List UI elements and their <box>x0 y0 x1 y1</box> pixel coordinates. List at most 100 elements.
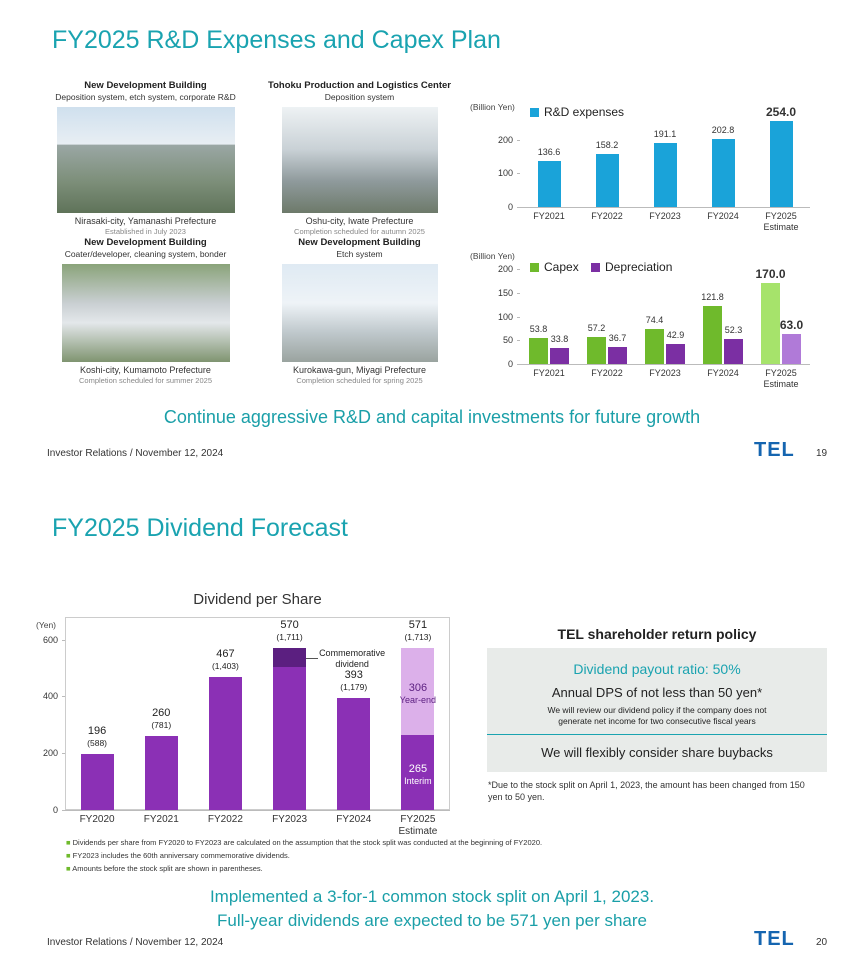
x-tick-label: FY2020 <box>79 814 115 825</box>
building: New Development Building Etch system Kur… <box>252 237 467 386</box>
y-tick-label: 0 <box>507 359 513 369</box>
bar <box>550 347 569 364</box>
y-tick-label: 600 <box>42 634 58 645</box>
segment-label: 265 <box>408 763 428 776</box>
tick-mark <box>62 696 65 698</box>
pre-split-label: (1,711) <box>276 632 303 643</box>
value-label: 33.8 <box>550 333 569 344</box>
bar <box>711 138 735 207</box>
total-label: 260 <box>152 707 171 720</box>
x-tick-label: FY2025 Estimate <box>398 814 438 837</box>
axis-unit: (Billion Yen) <box>470 251 515 261</box>
building-note: Completion scheduled for spring 2025 <box>296 376 423 385</box>
tick-mark <box>517 340 520 342</box>
x-tick-label: FY2022 <box>591 368 623 378</box>
x-tick-label: FY2024 <box>336 814 372 825</box>
bar <box>724 339 743 364</box>
building-subheading: Coater/developer, cleaning system, bonde… <box>64 249 227 259</box>
page-number: 19 <box>816 448 828 459</box>
legend-label: Depreciation <box>605 260 673 274</box>
pre-split-label: (1,179) <box>340 682 368 693</box>
building-note: Established in July 2023 <box>105 227 186 236</box>
tick-mark <box>517 364 520 365</box>
y-tick-label: 100 <box>497 168 513 179</box>
total-label: 467 <box>216 648 235 661</box>
building-heading: New Development Building <box>84 80 207 91</box>
policy-box: Dividend payout ratio: 50% Annual DPS of… <box>487 648 827 772</box>
page-number: 20 <box>816 937 828 948</box>
building-note: Completion scheduled for summer 2025 <box>79 376 212 385</box>
tick-mark <box>62 810 65 811</box>
axis-unit: (Billion Yen) <box>470 102 515 112</box>
bar <box>703 306 722 364</box>
value-label: 254.0 <box>765 105 797 120</box>
bar <box>653 142 677 207</box>
value-label: 74.4 <box>645 314 664 325</box>
plot-frame <box>65 617 450 810</box>
callout-line <box>306 657 319 659</box>
x-tick-label: FY2022 <box>207 814 243 825</box>
bar <box>537 161 561 207</box>
building: New Development Building Coater/develope… <box>38 237 253 386</box>
conclusion-line: Implemented a 3-for-1 common stock split… <box>209 887 655 906</box>
total-label: 393 <box>344 669 363 682</box>
value-label: 36.7 <box>608 332 627 343</box>
value-label: 121.8 <box>701 292 724 303</box>
value-label: 191.1 <box>653 128 677 139</box>
building-heading: Tohoku Production and Logistics Center <box>268 80 451 91</box>
pre-split-label: (1,713) <box>404 631 432 642</box>
bar-segment <box>273 648 307 668</box>
baseline <box>520 364 810 365</box>
value-label: 52.3 <box>724 325 743 336</box>
conclusion-line: Full-year dividends are expected to be 5… <box>217 911 647 930</box>
building: New Development Building Deposition syst… <box>38 80 253 237</box>
building-location: Kurokawa-gun, Miyagi Prefecture <box>292 365 427 375</box>
x-tick-label: FY2023 <box>649 211 681 221</box>
building-heading: New Development Building <box>298 237 421 248</box>
building: Tohoku Production and Logistics Center D… <box>252 80 467 237</box>
segment-label: 306 <box>408 682 428 695</box>
bar-segment <box>337 698 371 810</box>
bar <box>595 153 619 207</box>
tick-mark <box>517 269 520 270</box>
x-tick-label: FY2023 <box>649 368 681 378</box>
tick-mark <box>517 292 520 294</box>
legend-swatch <box>591 263 600 272</box>
y-tick-label: 0 <box>507 202 513 212</box>
x-tick-label: FY2021 <box>533 368 565 378</box>
value-label: 158.2 <box>595 139 619 150</box>
logo: TEL <box>754 928 795 950</box>
bar <box>769 121 793 207</box>
slide-title: FY2025 R&D Expenses and Capex Plan <box>52 26 501 54</box>
conclusion: Implemented a 3-for-1 common stock split… <box>0 885 864 933</box>
bar <box>645 328 664 364</box>
bar-segment <box>80 754 114 810</box>
baseline <box>65 810 450 811</box>
y-tick-label: 50 <box>502 335 513 346</box>
tick-mark <box>517 173 520 175</box>
value-label: 53.8 <box>529 324 548 335</box>
value-label: 136.6 <box>537 147 561 157</box>
value-label: 170.0 <box>755 267 786 282</box>
building-photo <box>281 107 438 213</box>
x-tick-label: FY2025 Estimate <box>763 211 799 232</box>
tick-mark <box>517 207 520 208</box>
bar <box>761 283 780 364</box>
bar-segment <box>208 677 242 810</box>
y-tick-label: 200 <box>497 134 513 145</box>
note: ■ FY2023 includes the 60th anniversary c… <box>66 851 290 860</box>
legend-label: R&D expenses <box>544 105 625 119</box>
building-photo <box>281 264 438 362</box>
separator <box>487 734 827 735</box>
building-photo <box>56 107 235 213</box>
bar-segment <box>144 736 178 810</box>
x-tick-label: FY2024 <box>707 368 739 378</box>
pre-split-label: (781) <box>151 720 172 731</box>
segment-name: Interim <box>404 776 432 787</box>
logo: TEL <box>754 439 795 461</box>
bar-segment <box>401 734 435 810</box>
legend-swatch <box>530 108 539 117</box>
tick-mark <box>517 316 520 318</box>
note: ■ Amounts before the stock split are sho… <box>66 864 263 873</box>
notes: ■ Dividends per share from FY2020 to FY2… <box>66 836 542 875</box>
